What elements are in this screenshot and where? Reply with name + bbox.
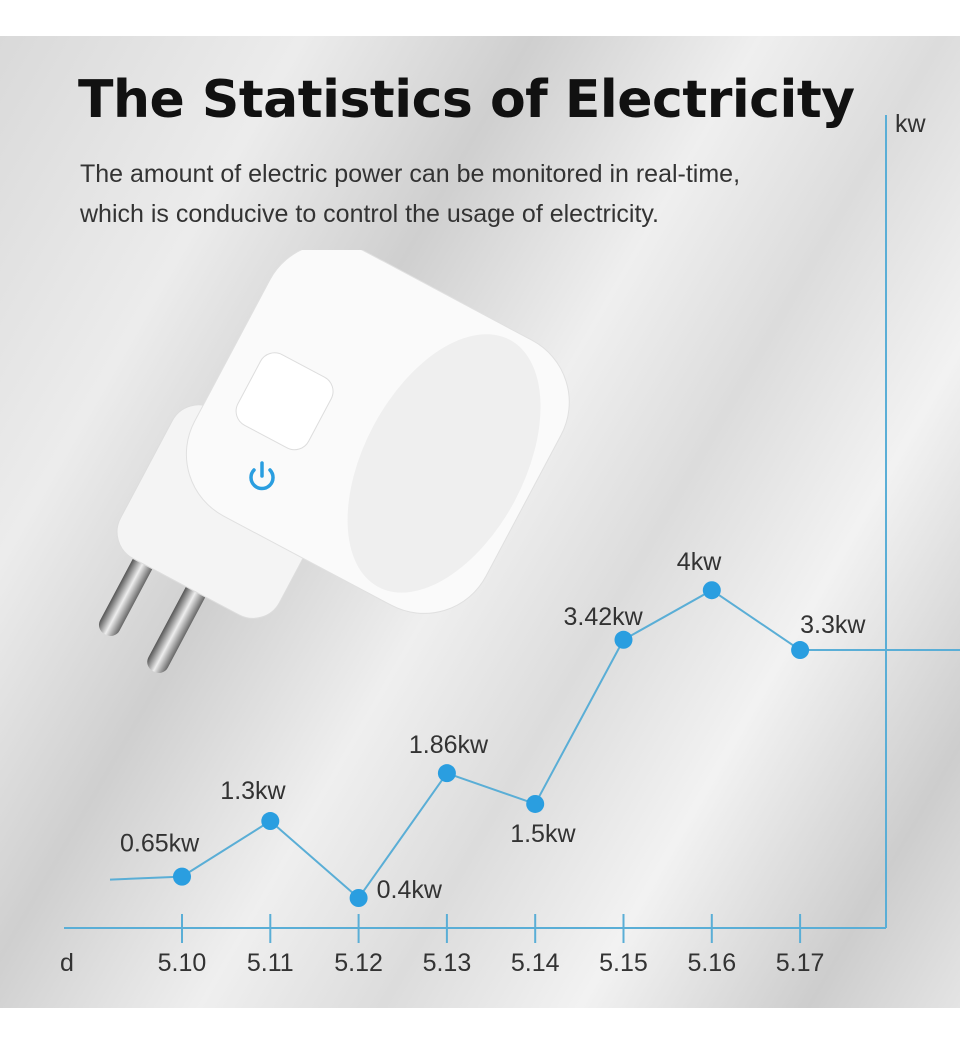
data-point (614, 630, 633, 649)
subtitle: The amount of electric power can be moni… (80, 154, 740, 234)
data-point (437, 764, 456, 783)
x-tick-label: 5.11 (247, 949, 294, 977)
x-tick-label: 5.12 (334, 949, 383, 977)
series-line (181, 589, 801, 900)
data-point (261, 812, 280, 831)
data-label: 0.65kw (120, 830, 200, 858)
data-point (526, 794, 545, 813)
power-icon (249, 461, 275, 491)
page-title: The Statistics of Electricity (78, 70, 855, 130)
x-tick-label: 5.16 (687, 949, 736, 977)
data-label: 1.5kw (510, 820, 576, 848)
data-label: 0.4kw (377, 876, 443, 904)
subtitle-line: The amount of electric power can be moni… (80, 160, 741, 188)
data-label: 1.86kw (409, 731, 489, 759)
x-tick-label: 5.17 (776, 949, 825, 977)
data-point (702, 581, 721, 600)
data-point (791, 641, 810, 660)
data-label: 1.3kw (220, 777, 286, 805)
data-point (349, 889, 368, 907)
lead-in-line (109, 875, 183, 881)
x-tick-label: 5.13 (423, 949, 472, 977)
y-axis-label: kw (895, 110, 927, 138)
subtitle-line: which is conducive to control the usage … (80, 200, 659, 228)
smart-plug-image (98, 250, 570, 673)
data-label: 4kw (677, 548, 722, 576)
x-tick-label: 5.10 (158, 949, 207, 977)
data-label: 3.42kw (564, 603, 644, 631)
data-point (173, 867, 191, 886)
x-axis-label: d (60, 949, 74, 977)
x-tick-label: 5.15 (599, 949, 648, 977)
x-tick-label: 5.14 (511, 949, 560, 977)
data-label: 3.3kw (800, 611, 866, 639)
